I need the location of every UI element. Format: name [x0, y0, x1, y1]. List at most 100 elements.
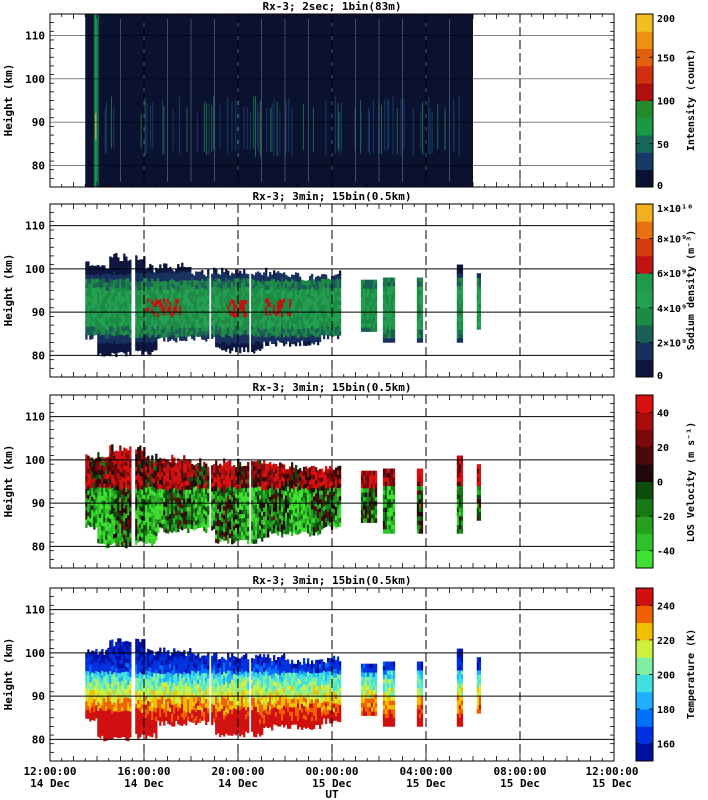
data-cell [127, 528, 130, 533]
data-cell [390, 329, 394, 335]
data-cell [121, 274, 124, 279]
data-cell [95, 326, 98, 331]
data-cell [157, 278, 160, 283]
data-cell [121, 489, 124, 495]
data-cell [155, 505, 158, 511]
data-cell [314, 298, 318, 304]
data-cell [187, 519, 190, 525]
data-cell [259, 494, 262, 500]
data-cell [193, 517, 196, 522]
data-cell [169, 284, 172, 289]
data-cell [318, 507, 322, 513]
data-cell [231, 496, 234, 502]
data-cell [281, 273, 284, 279]
data-cell [286, 319, 290, 325]
data-cell [227, 513, 230, 518]
data-cell [267, 289, 270, 295]
data-cell [103, 535, 106, 540]
data-cell [292, 471, 296, 477]
data-cell [302, 479, 306, 485]
data-cell [115, 511, 118, 516]
data-cell [382, 299, 386, 304]
data-cell [211, 469, 214, 475]
data-cell [145, 312, 148, 318]
data-cell [243, 496, 246, 501]
data-cell [251, 482, 254, 488]
data-cell [332, 318, 336, 324]
data-cell [203, 522, 206, 528]
data-cell [328, 283, 332, 289]
data-cell [87, 516, 90, 521]
data-cell [217, 521, 220, 527]
data-cell [227, 301, 230, 306]
data-cell [263, 289, 266, 295]
data-cell [285, 296, 288, 302]
data-cell [312, 318, 316, 323]
data-column [258, 112, 260, 152]
data-cell [267, 511, 270, 516]
data-cell [181, 288, 184, 294]
data-cell [320, 321, 324, 327]
data-cell [187, 327, 190, 333]
data-cell [181, 460, 184, 466]
data-cell [476, 294, 480, 300]
data-cell [149, 521, 152, 526]
data-cell [101, 474, 104, 479]
data-cell [117, 468, 120, 474]
data-cell [183, 498, 186, 504]
data-cell [215, 477, 218, 483]
data-cell [221, 478, 224, 484]
data-cell [85, 313, 88, 318]
data-cell [223, 289, 226, 295]
data-cell [177, 324, 180, 330]
data-cell [143, 468, 146, 474]
data-cell [221, 337, 224, 342]
data-cell [151, 334, 154, 340]
data-cell [211, 316, 214, 322]
data-cell [294, 294, 298, 299]
data-cell [263, 459, 266, 465]
data-cell [87, 507, 90, 513]
data-cell [292, 283, 296, 289]
data-cell [302, 505, 306, 511]
data-cell [231, 294, 234, 299]
data-cell [155, 289, 158, 295]
data-cell [145, 461, 148, 467]
data-cell [294, 490, 298, 496]
data-cell [298, 315, 302, 321]
data-cell [275, 481, 278, 486]
data-cell [310, 291, 314, 296]
data-cell [169, 279, 172, 285]
data-cell [255, 508, 258, 514]
data-cell [372, 327, 376, 332]
data-cell [247, 496, 250, 502]
data-cell [247, 282, 250, 288]
data-cell [141, 515, 144, 521]
data-cell [167, 337, 170, 342]
data-cell [123, 516, 126, 522]
data-cell [153, 276, 156, 282]
data-cell [145, 513, 148, 519]
data-cell [269, 522, 272, 528]
data-cell [167, 524, 170, 530]
data-cell [374, 322, 378, 328]
data-cell [89, 287, 92, 293]
data-cell [257, 460, 260, 466]
data-cell [145, 338, 148, 343]
data-cell [366, 327, 370, 332]
data-cell [199, 284, 202, 290]
data-cell [155, 496, 158, 502]
data-cell [281, 312, 284, 318]
data-cell [169, 297, 172, 302]
data-cell [139, 272, 142, 278]
data-cell [141, 524, 144, 529]
data-cell [175, 324, 178, 330]
data-cell [336, 291, 340, 296]
data-cell [171, 291, 174, 296]
data-cell [107, 543, 110, 548]
data-cell [91, 265, 94, 270]
data-cell [225, 531, 228, 537]
data-cell [292, 296, 296, 302]
data-cell [117, 257, 120, 262]
data-cell [211, 486, 214, 492]
